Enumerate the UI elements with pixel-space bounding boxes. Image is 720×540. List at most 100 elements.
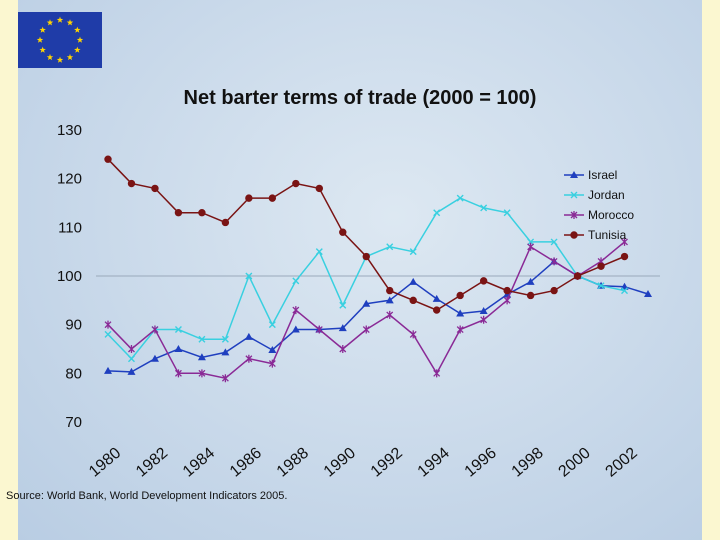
chart-title: Net barter terms of trade (2000 = 100) — [184, 87, 537, 109]
data-point-morocco — [503, 296, 511, 305]
series-line-tunisia — [107, 158, 625, 311]
legend-item-jordan: Jordan — [564, 188, 625, 202]
x-tick-label: 1988 — [274, 445, 312, 481]
legend-label-jordan: Jordan — [588, 188, 625, 202]
legend-item-tunisia: Tunisia — [564, 228, 627, 242]
x-tick-label: 1996 — [462, 445, 500, 481]
data-point-morocco — [174, 369, 182, 378]
legend-marker-morocco — [570, 211, 578, 219]
data-point-tunisia — [386, 286, 394, 295]
data-point-israel — [456, 309, 465, 317]
legend-label-morocco: Morocco — [588, 208, 634, 222]
x-tick-label: 1990 — [321, 445, 359, 481]
data-point-israel — [127, 367, 136, 375]
flag-star-icon — [66, 19, 74, 26]
legend-marker-jordan — [570, 191, 578, 199]
data-point-tunisia — [432, 306, 441, 314]
data-point-morocco — [198, 369, 206, 378]
data-point-jordan — [315, 248, 323, 256]
series-line-morocco — [107, 241, 625, 380]
data-point-morocco — [221, 374, 229, 383]
data-point-israel — [244, 332, 253, 340]
x-tick-label: 1994 — [415, 445, 453, 481]
data-point-morocco — [550, 257, 558, 266]
data-point-jordan — [245, 272, 253, 280]
data-point-jordan — [174, 326, 182, 334]
data-point-morocco — [245, 354, 253, 363]
data-point-jordan — [456, 194, 464, 202]
data-point-morocco — [386, 310, 394, 319]
data-point-jordan — [621, 287, 629, 295]
flag-star-icon — [39, 46, 46, 53]
data-point-israel — [409, 277, 418, 285]
legend-item-morocco: Morocco — [564, 208, 634, 222]
series-morocco — [104, 237, 628, 383]
flag-star-icon — [56, 56, 64, 63]
x-tick-label: 2000 — [556, 445, 594, 481]
flag-star-icon — [46, 53, 54, 61]
legend-item-israel: Israel — [564, 168, 617, 182]
data-point-jordan — [597, 282, 605, 290]
flag-star-icon — [66, 53, 74, 61]
y-tick-label: 130 — [57, 122, 82, 139]
data-point-tunisia — [409, 296, 417, 305]
data-point-israel — [291, 325, 300, 333]
data-point-morocco — [456, 325, 464, 334]
data-point-morocco — [339, 345, 347, 353]
x-tick-label: 1984 — [180, 445, 218, 481]
flag-star-icon — [56, 16, 64, 23]
data-point-jordan — [268, 321, 276, 329]
x-axis: 1980 1982 1984 1986 1988 1990 1992 1994 1996 1998… — [86, 445, 641, 481]
data-point-israel — [526, 277, 535, 285]
legend: Israel Jordan Morocco Tunisia — [564, 168, 634, 242]
data-point-tunisia — [151, 184, 159, 193]
data-point-tunisia — [245, 194, 253, 202]
data-point-morocco — [128, 345, 135, 353]
data-point-morocco — [621, 237, 628, 246]
y-tick-label: 70 — [65, 414, 82, 431]
series-jordan — [104, 194, 629, 363]
data-point-jordan — [198, 335, 206, 343]
data-point-tunisia — [573, 272, 582, 280]
data-point-tunisia — [315, 184, 324, 193]
data-point-jordan — [433, 209, 441, 217]
series-tunisia — [104, 155, 629, 314]
data-point-israel — [362, 299, 371, 307]
series-israel — [104, 257, 652, 375]
data-point-tunisia — [339, 228, 347, 236]
y-tick-label: 90 — [65, 317, 82, 334]
x-tick-label: 1980 — [86, 445, 124, 481]
data-point-morocco — [315, 325, 323, 334]
data-point-israel — [174, 345, 183, 352]
series-line-israel — [107, 260, 649, 373]
data-point-jordan — [292, 277, 300, 285]
data-point-morocco — [480, 315, 488, 324]
eu-flag-logo — [18, 12, 102, 68]
y-tick-label: 80 — [65, 365, 82, 382]
data-point-tunisia — [174, 209, 183, 217]
data-point-jordan — [503, 209, 511, 217]
legend-marker-tunisia — [570, 231, 578, 239]
data-point-morocco — [104, 320, 112, 329]
data-point-jordan — [127, 355, 135, 363]
data-point-israel — [104, 366, 112, 374]
flag-star-icon — [39, 26, 46, 33]
data-point-morocco — [151, 325, 159, 334]
data-point-tunisia — [221, 218, 230, 227]
data-point-tunisia — [597, 262, 605, 270]
data-point-tunisia — [456, 291, 464, 300]
data-point-morocco — [433, 369, 441, 378]
data-point-jordan — [386, 243, 394, 251]
data-point-israel — [150, 354, 159, 362]
data-point-tunisia — [127, 179, 136, 188]
data-point-morocco — [292, 306, 300, 315]
data-point-tunisia — [104, 155, 112, 163]
series-layer — [104, 155, 652, 383]
flag-star-icon — [76, 36, 84, 43]
y-tick-label: 110 — [58, 219, 82, 236]
data-point-tunisia — [550, 286, 558, 295]
data-point-israel — [479, 307, 488, 315]
data-point-tunisia — [268, 194, 277, 202]
data-point-jordan — [480, 204, 488, 212]
